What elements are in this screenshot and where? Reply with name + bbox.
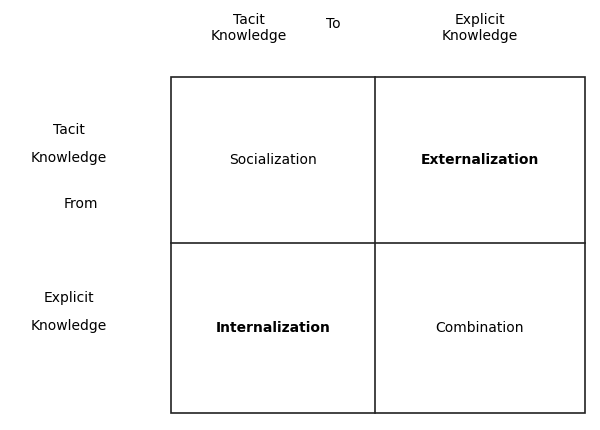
Text: Explicit: Explicit <box>44 291 94 305</box>
Text: Explicit
Knowledge: Explicit Knowledge <box>442 13 518 43</box>
Text: Tacit
Knowledge: Tacit Knowledge <box>211 13 287 43</box>
Text: Externalization: Externalization <box>421 153 539 167</box>
Text: To: To <box>326 17 340 31</box>
Text: Tacit: Tacit <box>53 123 85 137</box>
Text: From: From <box>64 197 98 211</box>
Text: Internalization: Internalization <box>215 321 331 335</box>
Text: Combination: Combination <box>436 321 524 335</box>
Text: Socialization: Socialization <box>229 153 317 167</box>
Text: Knowledge: Knowledge <box>31 151 107 165</box>
Bar <box>171 77 585 413</box>
Text: Knowledge: Knowledge <box>31 319 107 333</box>
